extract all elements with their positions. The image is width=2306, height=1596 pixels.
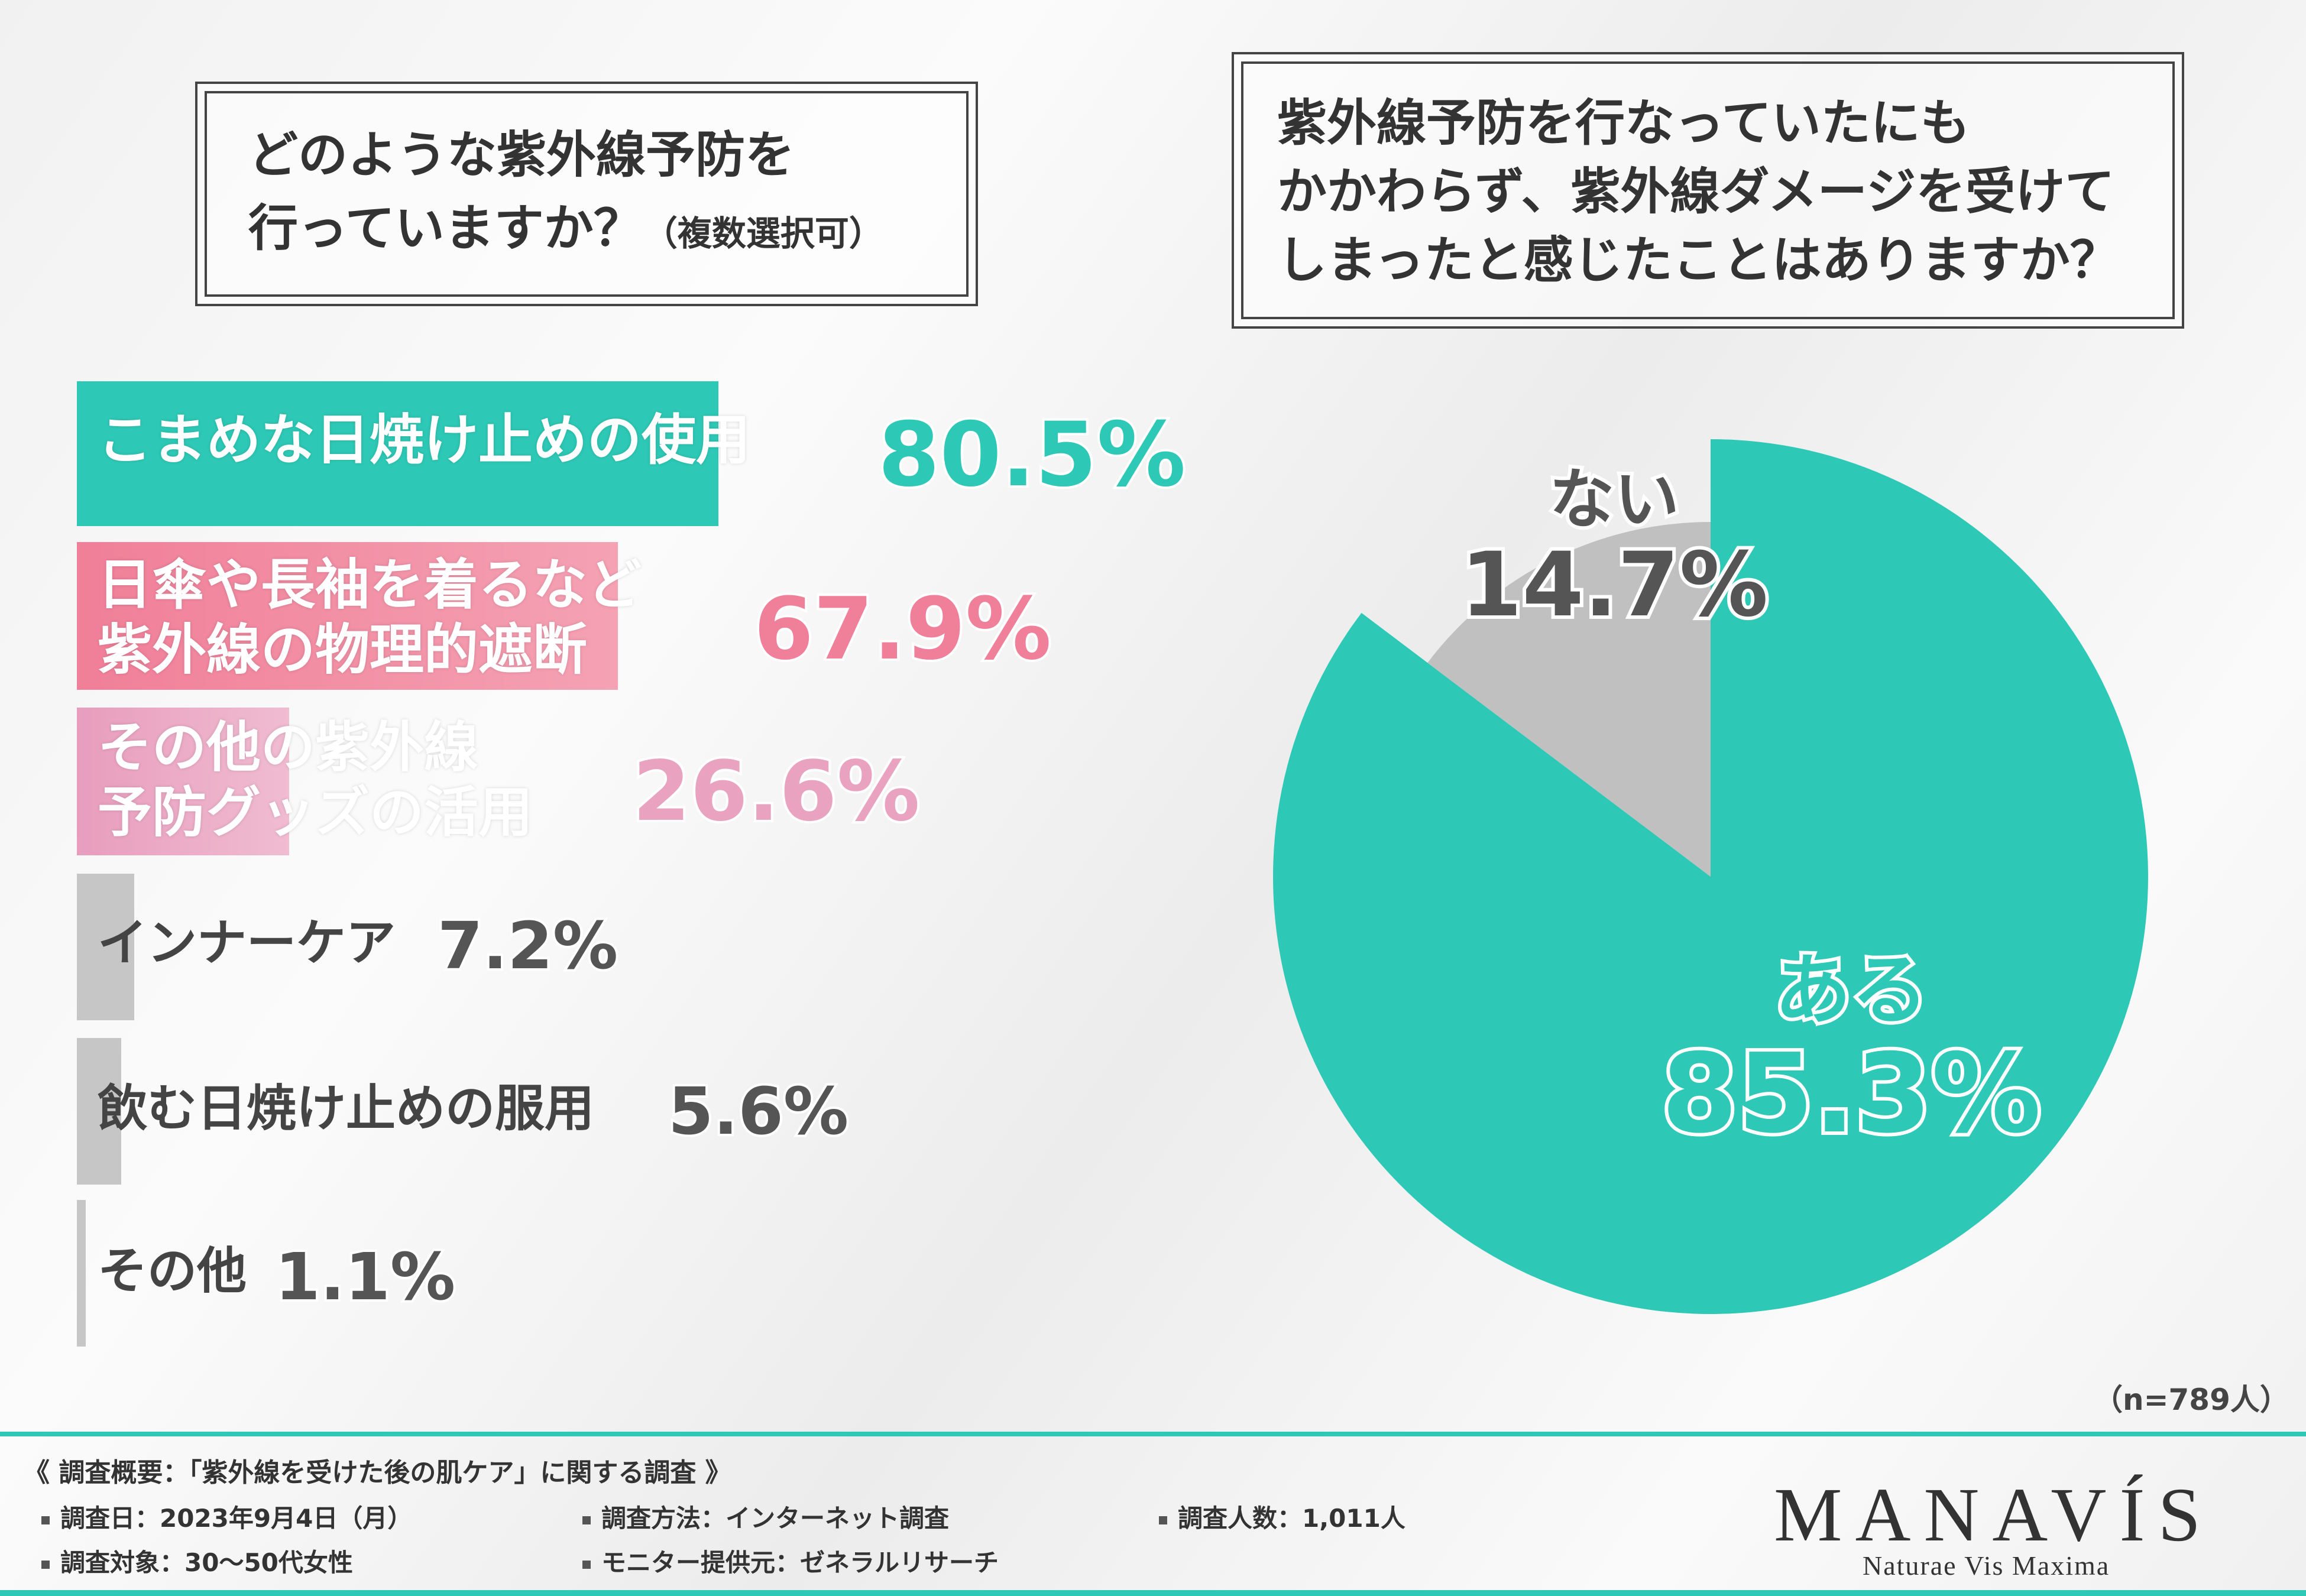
right-question-text: 紫外線予防を行なっていたにも かかわらず、紫外線ダメージを受けて しまったと感じ…: [1277, 89, 2120, 294]
bar-3: [77, 874, 135, 1020]
brand-logo: MANAVÍS: [1774, 1472, 2214, 1558]
pie-label-nai-name: ない: [1546, 458, 1683, 541]
pie-label-aru: ある 85.3%: [1658, 942, 2045, 1157]
bullet-icon: [1159, 1516, 1167, 1524]
bar-label-2-line1: その他の紫外線: [98, 716, 479, 779]
bar-5: [77, 1200, 86, 1347]
footer-item-method: 調査方法：インターネット調査: [582, 1498, 949, 1535]
pie-slice-nai: [1427, 522, 1711, 877]
left-question-box: [195, 82, 978, 306]
footer-item-target: 調査対象：30〜50代女性: [41, 1543, 353, 1579]
pie-label-aru-value: 85.3%: [1658, 1030, 2045, 1157]
left-question-line2-wrap: 行っていますか？（複数選択可）: [248, 192, 883, 270]
footer-item-count: 調査人数：1,011人: [1159, 1498, 1405, 1535]
bar-value-5: 1.1%: [273, 1239, 458, 1315]
bullet-icon: [582, 1516, 591, 1524]
left-question-line2: 行っていますか？: [248, 199, 643, 257]
footer-item-provider: モニター提供元：ゼネラルリサーチ: [582, 1543, 999, 1579]
right-question-line3: しまったと感じたことはありますか？: [1277, 231, 2120, 289]
left-question-note: （複数選択可）: [643, 213, 883, 254]
footer-item-date: 調査日：2023年9月4日（月）: [41, 1498, 412, 1535]
bar-label-3-line1: インナーケア: [98, 914, 396, 972]
bar-label-5: その他: [98, 1241, 247, 1300]
right-question-line1: 紫外線予防を行なっていたにも: [1277, 94, 1970, 152]
bullet-icon: [582, 1560, 591, 1569]
bar-1: [77, 542, 618, 690]
bar-label-4: 飲む日焼け止めの服用: [98, 1079, 594, 1138]
pie-label-nai-value: 14.7%: [1457, 534, 1771, 637]
bar-value-2: 26.6%: [630, 744, 922, 840]
footer-heading: 《 調査概要：「紫外線を受けた後の肌ケア」に関する調査 》: [24, 1458, 731, 1488]
bar-2: [77, 708, 289, 855]
footer-item-target-text: 調査対象：30〜50代女性: [60, 1548, 353, 1577]
bar-value-3: 7.2%: [435, 908, 620, 984]
bar-label-2-line2: 予防グッズの活用: [98, 781, 533, 844]
right-question-line2: かかわらず、紫外線ダメージを受けて: [1277, 163, 2115, 220]
footer-divider: [0, 1432, 2306, 1436]
bar-value-4: 5.6%: [666, 1073, 851, 1149]
bar-label-0: こまめな日焼け止めの使用: [98, 408, 750, 473]
bar-label-5-line1: その他: [98, 1242, 247, 1300]
footer-item-count-text: 調査人数：1,011人: [1178, 1504, 1405, 1533]
left-question-line1: どのような紫外線予防を: [248, 126, 795, 184]
pie-label-aru-name: ある: [1771, 942, 1932, 1038]
footer-item-provider-text: モニター提供元：ゼネラルリサーチ: [601, 1548, 999, 1577]
bar-0: [77, 381, 719, 526]
footer-bottom-bar: [0, 1590, 2306, 1596]
bar-label-0-line1: こまめな日焼け止めの使用: [98, 408, 751, 472]
footer-item-date-text: 調査日：2023年9月4日（月）: [60, 1504, 413, 1533]
left-question-text: どのような紫外線予防を 行っていますか？（複数選択可）: [248, 118, 883, 270]
bar-label-1-line2: 紫外線の物理的遮断: [98, 618, 588, 682]
sample-size: （n=789人）: [2093, 1383, 2289, 1417]
bar-label-1-line1: 日傘や長袖を着るなど: [98, 553, 642, 617]
bullet-icon: [41, 1560, 50, 1569]
bar-value-0: 80.5%: [876, 404, 1188, 507]
bar-label-4-line1: 飲む日焼け止めの服用: [98, 1079, 595, 1137]
bar-4: [77, 1038, 122, 1185]
bar-label-1: 日傘や長袖を着るなど 紫外線の物理的遮断: [98, 553, 642, 683]
bullet-icon: [41, 1516, 50, 1524]
bar-label-2: その他の紫外線 予防グッズの活用: [98, 715, 533, 845]
footer-item-method-text: 調査方法：インターネット調査: [601, 1504, 950, 1533]
bar-label-3: インナーケア: [98, 913, 396, 972]
right-question-box: [1232, 52, 2184, 329]
pie-slice-aru: [1273, 439, 2149, 1315]
pie-label-nai: ない 14.7%: [1457, 458, 1771, 637]
bar-value-1: 67.9%: [752, 579, 1054, 679]
brand-tagline: Naturae Vis Maxima: [1863, 1550, 2110, 1581]
